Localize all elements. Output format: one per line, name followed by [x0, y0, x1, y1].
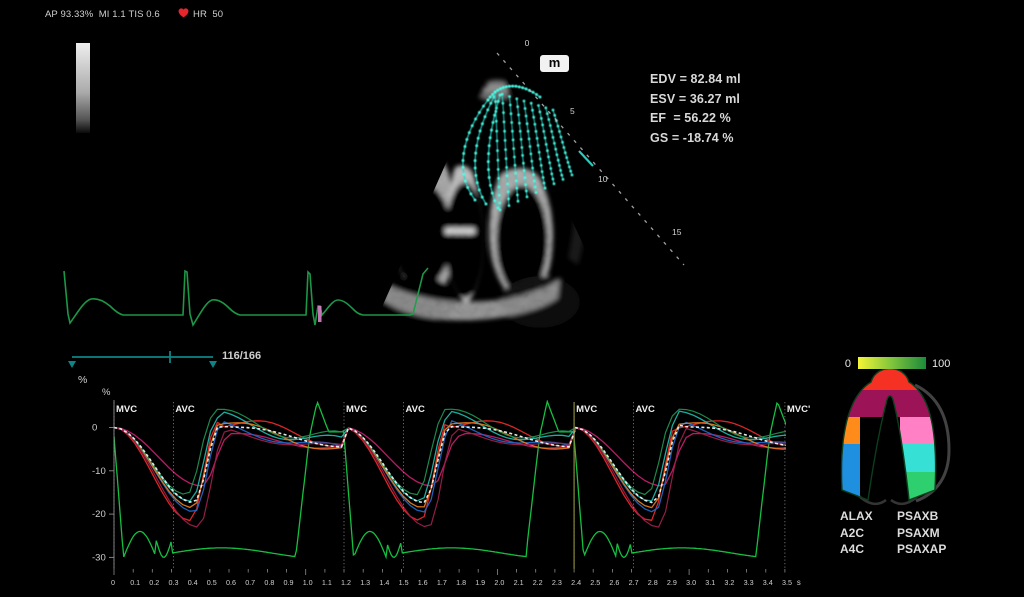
svg-text:0.7: 0.7	[245, 578, 255, 587]
svg-text:0: 0	[92, 423, 97, 434]
svg-text:AVC: AVC	[175, 404, 194, 415]
svg-text:2.5: 2.5	[590, 578, 600, 587]
svg-text:s: s	[797, 578, 801, 587]
svg-text:1.9: 1.9	[475, 578, 485, 587]
svg-text:2.2: 2.2	[533, 578, 543, 587]
svg-text:-30: -30	[92, 552, 106, 563]
svg-text:3.5: 3.5	[782, 578, 792, 587]
svg-text:2.8: 2.8	[648, 578, 658, 587]
svg-text:0.1: 0.1	[130, 578, 140, 587]
svg-text:3.3: 3.3	[744, 578, 754, 587]
svg-text:0.3: 0.3	[169, 578, 179, 587]
svg-text:MVC: MVC	[346, 404, 367, 415]
svg-text:MVC: MVC	[576, 404, 597, 415]
svg-text:AVC: AVC	[636, 404, 655, 415]
svg-text:1.6: 1.6	[418, 578, 428, 587]
svg-text:0.5: 0.5	[207, 578, 217, 587]
svg-text:1.5: 1.5	[399, 578, 409, 587]
svg-text:1.1: 1.1	[322, 578, 332, 587]
svg-text:1.0: 1.0	[303, 578, 313, 587]
svg-text:1.2: 1.2	[341, 578, 351, 587]
svg-text:2.3: 2.3	[552, 578, 562, 587]
svg-text:MVC: MVC	[116, 404, 137, 415]
svg-text:0: 0	[111, 578, 115, 587]
svg-text:1.8: 1.8	[456, 578, 466, 587]
svg-text:AVC: AVC	[406, 404, 425, 415]
svg-text:2.9: 2.9	[667, 578, 677, 587]
svg-text:-10: -10	[92, 466, 106, 477]
svg-text:1.7: 1.7	[437, 578, 447, 587]
svg-text:MVC': MVC'	[787, 404, 810, 415]
svg-text:2.0: 2.0	[494, 578, 504, 587]
svg-text:3.1: 3.1	[705, 578, 715, 587]
svg-text:3.2: 3.2	[724, 578, 734, 587]
svg-text:1.3: 1.3	[360, 578, 370, 587]
svg-text:1.4: 1.4	[379, 578, 389, 587]
svg-text:2.1: 2.1	[514, 578, 524, 587]
svg-text:3.0: 3.0	[686, 578, 696, 587]
svg-text:0.6: 0.6	[226, 578, 236, 587]
svg-text:%: %	[102, 387, 111, 398]
svg-text:0.9: 0.9	[284, 578, 294, 587]
svg-text:2.7: 2.7	[629, 578, 639, 587]
svg-text:0.2: 0.2	[149, 578, 159, 587]
svg-text:2.4: 2.4	[571, 578, 581, 587]
svg-text:3.4: 3.4	[763, 578, 773, 587]
svg-text:-20: -20	[92, 509, 106, 520]
svg-text:2.6: 2.6	[609, 578, 619, 587]
svg-text:0.4: 0.4	[188, 578, 198, 587]
svg-text:0.8: 0.8	[264, 578, 274, 587]
